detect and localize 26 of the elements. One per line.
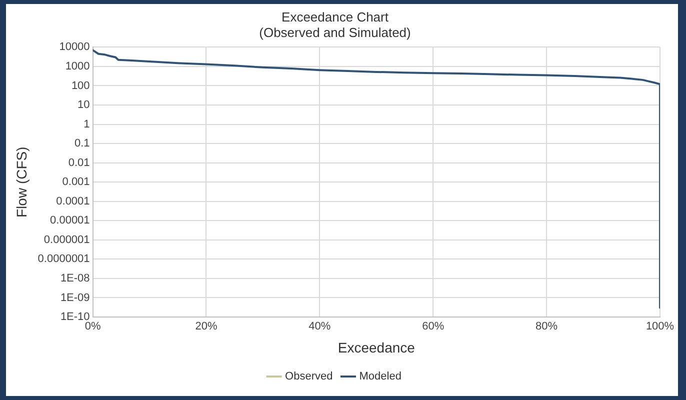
y-tick-label: 1 xyxy=(84,118,90,130)
legend-label: Modeled xyxy=(359,370,402,383)
x-tick-label: 20% xyxy=(195,320,218,333)
y-tick-label: 0.001 xyxy=(62,176,90,188)
y-tick-label: 0.00001 xyxy=(50,214,90,227)
y-tick-label: 0.0001 xyxy=(56,195,90,208)
x-tick-label: 0% xyxy=(84,320,101,333)
y-tick-label: 1E-10 xyxy=(60,311,90,324)
legend-label: Observed xyxy=(285,370,333,383)
x-tick-label: 80% xyxy=(536,320,558,333)
y-tick-label: 1E-08 xyxy=(60,272,90,284)
y-axis-title: Flow (CFS) xyxy=(13,146,30,218)
y-tick-label: 100 xyxy=(71,80,90,92)
y-tick-label: 0.01 xyxy=(68,156,90,169)
x-tick-label: 100% xyxy=(646,320,674,333)
y-tick-label: 0.1 xyxy=(74,138,90,150)
y-tick-label: 0.000001 xyxy=(44,234,90,246)
y-tick-label: 1E-09 xyxy=(60,292,90,304)
x-axis-title: Exceedance xyxy=(338,339,416,356)
chart-title: Exceedance Chart (Observed and Simulated) xyxy=(259,9,411,40)
x-tick-label: 60% xyxy=(422,320,444,333)
y-tick-label: 10000 xyxy=(59,41,90,54)
y-tick-label: 10 xyxy=(78,99,90,112)
x-tick-label: 40% xyxy=(308,320,331,333)
y-tick-label: 1000 xyxy=(65,60,90,73)
y-tick-label: 0.0000001 xyxy=(38,253,90,266)
